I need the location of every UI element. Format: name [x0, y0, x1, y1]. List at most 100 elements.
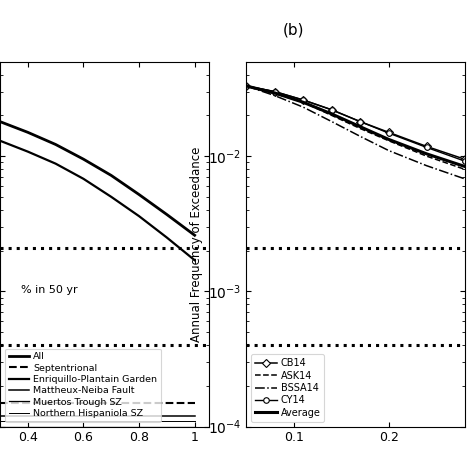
Northern Hispaniola SZ [25, 418, 31, 424]
CY14 [386, 130, 392, 136]
Mattheux-Neiba Fault [81, 413, 86, 419]
Average [357, 124, 363, 129]
Text: (b): (b) [283, 23, 305, 38]
All [164, 212, 170, 218]
Mattheux-Neiba Fault [25, 413, 31, 419]
Y-axis label: Annual Frequency of Exceedance: Annual Frequency of Exceedance [190, 146, 202, 342]
Septentrional [136, 400, 142, 406]
Muertos Trough SZ [53, 424, 58, 429]
All [81, 156, 86, 162]
ASK14 [272, 91, 278, 96]
CY14 [462, 158, 467, 164]
Northern Hispaniola SZ [109, 418, 114, 424]
CB14 [329, 107, 335, 113]
All [109, 173, 114, 178]
BSSA14 [386, 148, 392, 154]
Enriquillo-Plantain Garden [192, 257, 198, 263]
CB14 [424, 144, 429, 149]
CB14 [357, 119, 363, 125]
Average [386, 137, 392, 142]
BSSA14 [301, 104, 306, 110]
Line: All: All [0, 122, 195, 235]
Mattheux-Neiba Fault [164, 413, 170, 419]
Septentrional [25, 400, 31, 406]
Line: Enriquillo-Plantain Garden: Enriquillo-Plantain Garden [0, 141, 195, 260]
Muertos Trough SZ [25, 424, 31, 429]
Septentrional [164, 400, 170, 406]
Mattheux-Neiba Fault [53, 413, 58, 419]
ASK14 [462, 166, 467, 172]
Septentrional [81, 400, 86, 406]
Mattheux-Neiba Fault [0, 413, 3, 419]
Average [462, 164, 467, 169]
Muertos Trough SZ [164, 424, 170, 429]
Northern Hispaniola SZ [0, 418, 3, 424]
Average [424, 151, 429, 157]
CY14 [244, 83, 249, 89]
Northern Hispaniola SZ [53, 418, 58, 424]
Muertos Trough SZ [192, 424, 198, 429]
Enriquillo-Plantain Garden [0, 138, 3, 144]
Enriquillo-Plantain Garden [53, 161, 58, 166]
Text: % in 50 yr: % in 50 yr [21, 285, 77, 295]
ASK14 [424, 153, 429, 159]
CY14 [424, 145, 429, 150]
CB14 [301, 97, 306, 103]
Muertos Trough SZ [81, 424, 86, 429]
ASK14 [386, 138, 392, 144]
ASK14 [357, 126, 363, 131]
Average [301, 100, 306, 105]
Northern Hispaniola SZ [192, 418, 198, 424]
Line: CB14: CB14 [244, 83, 467, 162]
Enriquillo-Plantain Garden [81, 176, 86, 182]
Average [244, 83, 249, 89]
Legend: CB14, ASK14, BSSA14, CY14, Average: CB14, ASK14, BSSA14, CY14, Average [251, 354, 324, 422]
Line: CY14: CY14 [244, 83, 467, 164]
Mattheux-Neiba Fault [192, 413, 198, 419]
BSSA14 [424, 163, 429, 169]
All [0, 119, 3, 125]
BSSA14 [329, 119, 335, 125]
BSSA14 [357, 134, 363, 139]
CB14 [272, 89, 278, 94]
Mattheux-Neiba Fault [109, 413, 114, 419]
CY14 [301, 97, 306, 103]
Muertos Trough SZ [136, 424, 142, 429]
BSSA14 [272, 93, 278, 99]
Line: BSSA14: BSSA14 [246, 86, 465, 179]
Enriquillo-Plantain Garden [136, 213, 142, 219]
ASK14 [329, 113, 335, 118]
BSSA14 [244, 83, 249, 89]
ASK14 [244, 83, 249, 89]
Muertos Trough SZ [0, 424, 3, 429]
CB14 [462, 156, 467, 162]
Northern Hispaniola SZ [81, 418, 86, 424]
All [53, 142, 58, 147]
Septentrional [53, 400, 58, 406]
Legend: All, Septentrional, Enriquillo-Plantain Garden, Mattheux-Neiba Fault, Muertos Tr: All, Septentrional, Enriquillo-Plantain … [5, 348, 161, 422]
Northern Hispaniola SZ [136, 418, 142, 424]
Enriquillo-Plantain Garden [109, 194, 114, 200]
BSSA14 [462, 176, 467, 182]
Muertos Trough SZ [109, 424, 114, 429]
Line: ASK14: ASK14 [246, 86, 465, 169]
CB14 [244, 83, 249, 89]
All [25, 129, 31, 135]
Average [272, 90, 278, 96]
CY14 [357, 119, 363, 125]
CY14 [329, 107, 335, 113]
Septentrional [192, 400, 198, 406]
CY14 [272, 89, 278, 94]
Mattheux-Neiba Fault [136, 413, 142, 419]
Septentrional [0, 400, 3, 406]
Septentrional [109, 400, 114, 406]
Average [329, 111, 335, 117]
ASK14 [301, 100, 306, 105]
All [136, 191, 142, 197]
CB14 [386, 129, 392, 135]
Northern Hispaniola SZ [164, 418, 170, 424]
Line: Average: Average [246, 86, 465, 166]
Enriquillo-Plantain Garden [25, 149, 31, 155]
Enriquillo-Plantain Garden [164, 235, 170, 240]
All [192, 232, 198, 238]
